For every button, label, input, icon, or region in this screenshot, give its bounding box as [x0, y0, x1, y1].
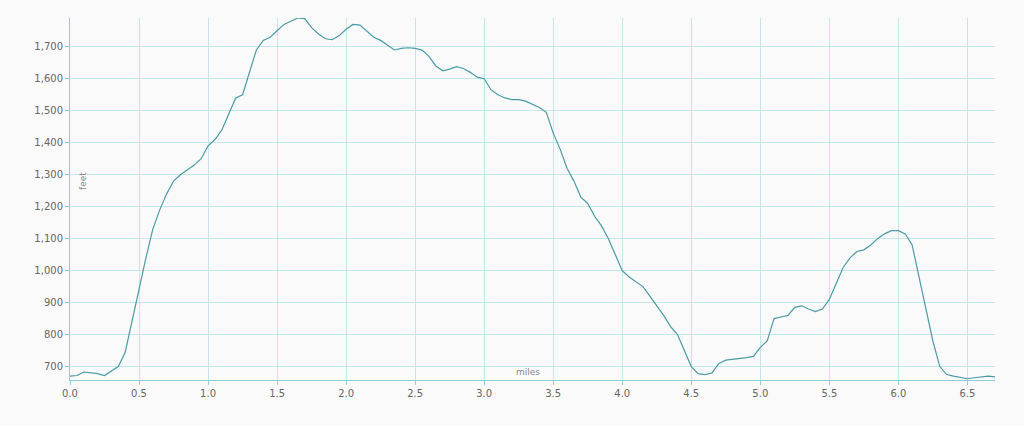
svg-text:1,300: 1,300 [34, 169, 63, 180]
svg-text:1,200: 1,200 [34, 201, 63, 212]
svg-text:1.0: 1.0 [200, 388, 216, 399]
svg-text:1,100: 1,100 [34, 233, 63, 244]
svg-text:900: 900 [44, 297, 63, 308]
svg-text:0.0: 0.0 [62, 388, 78, 399]
svg-text:0.5: 0.5 [131, 388, 147, 399]
svg-text:1,600: 1,600 [34, 73, 63, 84]
svg-text:5.0: 5.0 [752, 388, 768, 399]
svg-text:800: 800 [44, 329, 63, 340]
svg-text:1.5: 1.5 [269, 388, 285, 399]
svg-text:6.0: 6.0 [890, 388, 906, 399]
svg-text:1,000: 1,000 [34, 265, 63, 276]
svg-text:4.5: 4.5 [683, 388, 699, 399]
svg-text:4.0: 4.0 [614, 388, 630, 399]
svg-text:2.0: 2.0 [338, 388, 354, 399]
svg-text:1,500: 1,500 [34, 105, 63, 116]
svg-text:700: 700 [44, 361, 63, 372]
svg-text:feet: feet [78, 172, 88, 190]
svg-text:1,400: 1,400 [34, 137, 63, 148]
svg-text:3.5: 3.5 [545, 388, 561, 399]
svg-text:1,700: 1,700 [34, 41, 63, 52]
svg-text:5.5: 5.5 [821, 388, 837, 399]
svg-text:miles: miles [516, 367, 540, 377]
svg-text:2.5: 2.5 [407, 388, 423, 399]
svg-text:3.0: 3.0 [476, 388, 492, 399]
svg-text:6.5: 6.5 [959, 388, 975, 399]
